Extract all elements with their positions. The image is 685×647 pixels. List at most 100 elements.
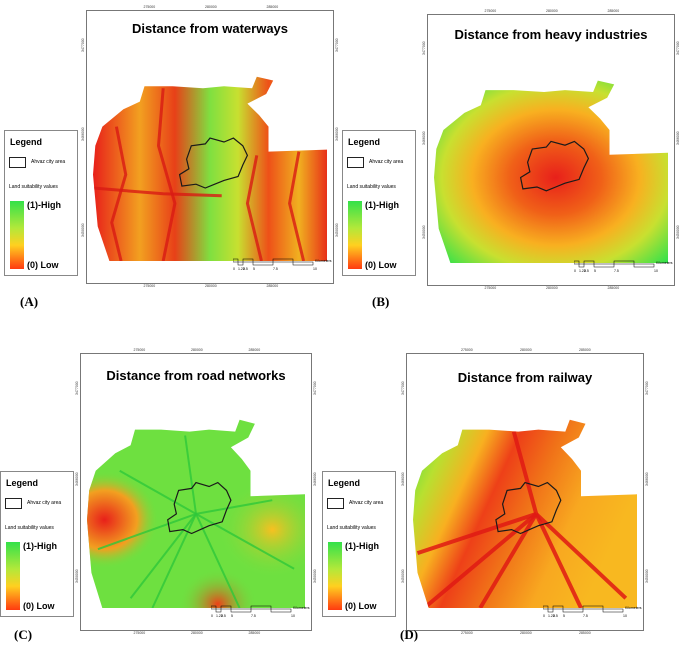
bottom-coordinate-label: 280000 (546, 286, 558, 290)
legend-high: (1)-High (365, 200, 399, 210)
map-raster-b (434, 80, 668, 263)
suitability-raster (93, 76, 327, 261)
top-coordinate-label: 275000 (461, 348, 473, 352)
scale-tick-label: 2.5 (553, 614, 558, 618)
ahvaz-city-outline (178, 137, 249, 189)
left-coordinate-label: 3477000 (75, 381, 79, 396)
top-coordinate-label: 275000 (143, 5, 156, 9)
left-coordinate-label: 3466000 (401, 472, 405, 487)
legend-city-area: Ahvaz city area (27, 500, 62, 506)
map-title-b: Distance from heavy industries (454, 27, 648, 42)
left-coordinate-label: 3477000 (422, 41, 426, 56)
panel-a: Distance from waterways 275000 280000 2850… (0, 0, 342, 323)
legend-color-ramp (348, 201, 362, 269)
right-coordinate-label: 3450000 (645, 569, 649, 583)
map-title-a: Distance from waterways (131, 21, 289, 36)
scale-tick-label: 0 (211, 614, 213, 618)
scale-tick-label: 7.5 (583, 614, 588, 618)
legend-suitability-title: Land suitability values (327, 525, 376, 531)
top-coordinate-label: 285000 (579, 348, 591, 352)
legend-low: (0) Low (365, 260, 397, 270)
city-area-swatch (5, 498, 22, 509)
legend-d: Legend Ahvaz city area Land suitability … (322, 471, 396, 617)
bottom-coordinate-label: 280000 (520, 631, 532, 635)
scale-tick-label: 10 (291, 614, 295, 618)
legend-high: (1)-High (345, 541, 379, 551)
scale-bar: Kilometers 0 1.25 2.5 5 7.5 10 (543, 604, 642, 622)
bottom-coordinate-label: 285000 (266, 284, 279, 288)
scale-tick-label: 2.5 (584, 269, 589, 273)
legend-high: (1)-High (27, 200, 61, 210)
map-raster-c (87, 419, 305, 608)
left-coordinate-label: 3450000 (422, 225, 426, 239)
scale-tick-label: 10 (313, 267, 317, 271)
scale-tick-label: 10 (654, 269, 658, 273)
scale-tick-label: 5 (594, 269, 596, 273)
bottom-coordinate-label: 285000 (607, 286, 620, 290)
legend-low: (0) Low (345, 601, 377, 611)
left-coordinate-label: 3477000 (81, 37, 85, 52)
legend-suitability-title: Land suitability values (347, 184, 396, 190)
panel-d: Distance from railway 275000 280000 285000… (322, 323, 685, 647)
scale-tick-label: 2.5 (243, 267, 248, 271)
ahvaz-city-outline (167, 481, 232, 535)
legend-a: Legend Ahvaz city area Land suitability … (4, 130, 78, 276)
panel-label-a: (A) (20, 294, 39, 309)
scale-bar: Kilometers 0 1.25 2.5 5 7.5 10 (233, 257, 332, 275)
legend-title: Legend (10, 137, 43, 147)
scale-tick-label: 2.5 (221, 614, 226, 618)
legend-color-ramp (6, 542, 20, 610)
scale-tick-label: 0 (543, 614, 545, 618)
scale-tick-label: 7.5 (614, 269, 619, 273)
legend-low: (0) Low (23, 601, 55, 611)
top-coordinate-label: 275000 (484, 9, 497, 13)
right-coordinate-label: 3477000 (676, 41, 680, 56)
right-coordinate-label: 3466000 (335, 127, 339, 142)
city-area-swatch (9, 157, 26, 168)
bottom-coordinate-label: 280000 (205, 284, 217, 288)
bottom-coordinate-label: 275000 (484, 286, 497, 290)
bottom-coordinate-label: 285000 (579, 631, 591, 635)
city-area-swatch (347, 157, 364, 168)
right-coordinate-label: 3477000 (645, 381, 649, 396)
map-raster-a (93, 76, 327, 261)
right-coordinate-label: 3477000 (313, 381, 317, 396)
bottom-coordinate-label: 285000 (248, 631, 261, 635)
scale-tick-label: 5 (253, 267, 255, 271)
suitability-raster (413, 419, 637, 608)
top-coordinate-label: 280000 (520, 348, 532, 352)
right-coordinate-label: 3450000 (335, 222, 339, 237)
scale-bar: Kilometers 0 1.25 2.5 5 7.5 10 (211, 604, 310, 622)
scale-tick-label: 1.25 (216, 614, 223, 618)
top-coordinate-label: 285000 (607, 9, 620, 13)
top-coordinate-label: 280000 (546, 9, 558, 13)
suitability-raster (434, 80, 668, 263)
scale-tick-label: 10 (623, 614, 627, 618)
panel-label-d: (D) (400, 627, 419, 642)
map-raster-d (413, 419, 637, 608)
legend-city-area: Ahvaz city area (369, 159, 404, 165)
scale-tick-label: 0 (233, 267, 235, 271)
panel-label-b: (B) (372, 294, 390, 309)
legend-low: (0) Low (27, 260, 59, 270)
suitability-raster (87, 419, 305, 608)
legend-city-area: Ahvaz city area (349, 500, 384, 506)
panel-c: Distance from road networks 275000 280000… (0, 323, 342, 647)
legend-title: Legend (348, 137, 381, 147)
scale-tick-label: 1.25 (579, 269, 586, 273)
ahvaz-city-outline (495, 481, 562, 535)
bottom-coordinate-label: 275000 (143, 284, 156, 288)
top-coordinate-label: 285000 (266, 5, 279, 9)
legend-city-area: Ahvaz city area (31, 159, 66, 165)
top-coordinate-label: 285000 (248, 348, 261, 352)
bottom-coordinate-label: 280000 (191, 631, 203, 635)
map-title-d: Distance from railway (457, 370, 593, 385)
map-title-c: Distance from road networks (106, 368, 286, 383)
legend-b: Legend Ahvaz city area Land suitability … (342, 130, 416, 276)
scale-unit: Kilometers (293, 606, 310, 610)
bottom-coordinate-label: 275000 (133, 631, 146, 635)
ahvaz-city-outline (519, 140, 590, 192)
right-coordinate-label: 3450000 (313, 569, 317, 583)
legend-c: Legend Ahvaz city area Land suitability … (0, 471, 74, 617)
right-coordinate-label: 3450000 (676, 225, 680, 239)
